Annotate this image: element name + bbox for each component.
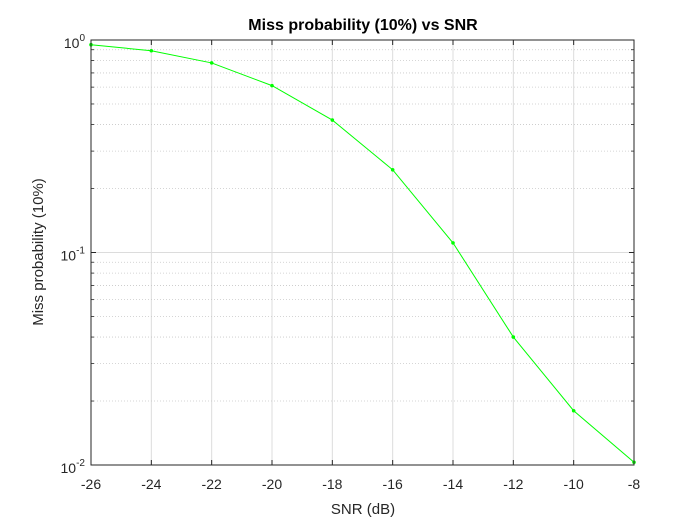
data-point [209, 61, 214, 65]
data-point [390, 168, 395, 172]
series-layer [89, 42, 636, 465]
x-tick-label: -14 [443, 476, 463, 492]
data-point [511, 335, 516, 339]
y-ticks: 10-2 10-1 100 [61, 33, 634, 476]
x-ticks: -26 -24 -22 -20 -18 -16 -14 -12 -10 -8 [81, 40, 641, 492]
y-axis-label: Miss probability (10%) [30, 178, 47, 326]
x-tick-label: -24 [141, 476, 161, 492]
y-tick-label: 100 [64, 33, 86, 51]
x-tick-label: -26 [81, 476, 101, 492]
x-tick-label: -8 [628, 476, 641, 492]
x-axis-label: SNR (dB) [331, 501, 395, 518]
x-tick-label: -10 [564, 476, 584, 492]
x-tick-label: -18 [322, 476, 342, 492]
chart-title: Miss probability (10%) vs SNR [248, 17, 478, 34]
x-tick-label: -16 [383, 476, 403, 492]
grid [91, 40, 634, 465]
data-point [270, 83, 274, 88]
y-tick-label: 10-2 [61, 458, 86, 476]
x-tick-label: -20 [262, 476, 282, 492]
data-point [571, 408, 576, 413]
x-tick-label: -12 [503, 476, 523, 492]
data-point [149, 48, 154, 53]
y-tick-label: 10-1 [61, 246, 86, 264]
series-line [90, 44, 635, 463]
data-point [330, 118, 335, 122]
x-tick-label: -22 [202, 476, 222, 492]
data-point [451, 241, 455, 245]
